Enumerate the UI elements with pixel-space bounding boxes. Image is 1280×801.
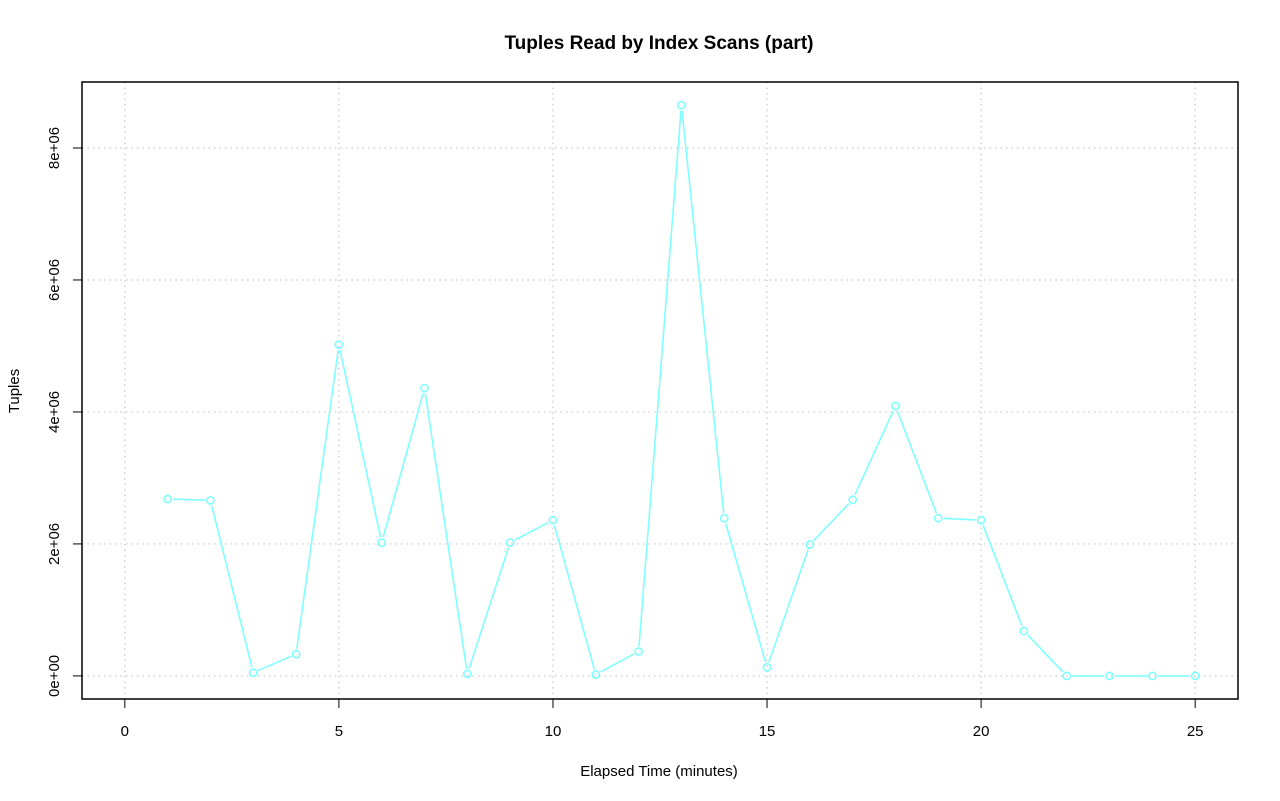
data-point bbox=[1147, 671, 1157, 681]
y-tick-label: 0e+00 bbox=[46, 655, 63, 697]
data-point bbox=[462, 669, 472, 679]
data-point bbox=[206, 495, 215, 505]
series-segment bbox=[514, 522, 549, 541]
data-point bbox=[719, 513, 729, 523]
series-segment bbox=[553, 525, 596, 670]
data-point bbox=[976, 515, 986, 525]
grid bbox=[82, 82, 1238, 699]
data-point bbox=[248, 668, 258, 678]
data-point bbox=[163, 494, 173, 504]
series-segment bbox=[943, 517, 976, 521]
data-point bbox=[891, 401, 900, 411]
data-point bbox=[548, 515, 558, 525]
y-axis: 0e+00 2e+06 4e+06 6e+06 8e+06 bbox=[46, 127, 83, 697]
series-segment bbox=[210, 505, 253, 668]
plot-frame bbox=[81, 81, 1239, 700]
series-segment bbox=[296, 349, 339, 649]
x-axis-label: Elapsed Time (minutes) bbox=[580, 763, 738, 780]
data-point bbox=[933, 513, 943, 523]
y-tick-label: 8e+06 bbox=[46, 127, 63, 169]
series-segment bbox=[468, 547, 510, 669]
series-segment bbox=[600, 653, 635, 673]
series-segment bbox=[257, 655, 292, 672]
data-point bbox=[1190, 671, 1200, 681]
x-tick-label: 25 bbox=[1187, 723, 1204, 740]
data-point bbox=[677, 100, 686, 110]
data-point bbox=[762, 662, 772, 672]
chart-title: Tuples Read by Index Scans (part) bbox=[504, 33, 813, 54]
data-point bbox=[505, 538, 515, 548]
x-axis: 0 5 10 15 20 25 bbox=[121, 698, 1204, 740]
data-point bbox=[1062, 671, 1072, 681]
series-segment bbox=[1027, 634, 1064, 673]
y-axis-label: Tuples bbox=[6, 369, 23, 413]
data-point bbox=[805, 540, 815, 549]
series-segment bbox=[339, 349, 382, 538]
data-point bbox=[634, 647, 643, 656]
series-segment bbox=[382, 393, 424, 538]
data-point bbox=[291, 649, 301, 659]
y-tick-label: 4e+06 bbox=[46, 391, 63, 433]
data-point bbox=[591, 670, 601, 679]
series-segment bbox=[896, 410, 938, 514]
series-segment bbox=[638, 110, 682, 647]
series-layer bbox=[163, 100, 1200, 681]
data-point bbox=[1019, 626, 1029, 636]
x-tick-label: 10 bbox=[545, 723, 562, 740]
x-tick-label: 20 bbox=[973, 723, 990, 740]
data-point bbox=[377, 538, 387, 548]
series-segment bbox=[424, 393, 468, 669]
x-tick-label: 15 bbox=[759, 723, 776, 740]
data-point bbox=[334, 340, 344, 350]
series-segment bbox=[173, 498, 205, 502]
data-point bbox=[1105, 671, 1114, 681]
series-segment bbox=[681, 110, 725, 513]
x-tick-label: 0 bbox=[121, 723, 129, 740]
series bbox=[163, 100, 1200, 681]
series-segment bbox=[982, 525, 1023, 627]
data-point bbox=[848, 495, 858, 505]
y-tick-label: 6e+06 bbox=[46, 259, 63, 301]
series-segment bbox=[813, 503, 850, 542]
series-segment bbox=[768, 549, 809, 663]
series-segment bbox=[724, 523, 767, 663]
x-tick-label: 5 bbox=[335, 723, 343, 740]
series-segment bbox=[854, 410, 894, 496]
y-tick-label: 2e+06 bbox=[46, 523, 63, 565]
data-point bbox=[420, 383, 429, 393]
